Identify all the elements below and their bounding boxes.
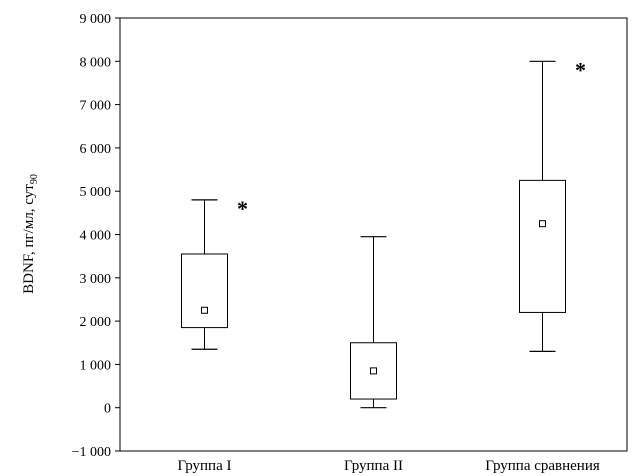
y-axis: −1 000 0 1 000 2 000 3 000 4 000 5 000 6 000 7 0… xyxy=(72,12,120,460)
y-axis-title-text: BDNF, пг/мл, сут xyxy=(21,184,37,294)
y-tick-label: 1 000 xyxy=(80,358,112,373)
y-tick-label: 5 000 xyxy=(80,185,112,200)
boxes: ** xyxy=(181,57,586,409)
box-group xyxy=(350,236,397,409)
y-tick-label: 2 000 xyxy=(80,315,112,330)
y-axis-title: BDNF, пг/мл, сут90 xyxy=(21,174,40,294)
y-tick-label: 9 000 xyxy=(80,12,112,27)
y-axis-title-subscript: 90 xyxy=(29,174,40,184)
median-marker xyxy=(201,306,208,314)
significance-marker: * xyxy=(575,57,586,82)
category-label: Группа I xyxy=(178,458,232,474)
iqr-box xyxy=(181,253,228,329)
y-tick-label: 3 000 xyxy=(80,272,112,287)
iqr-box xyxy=(519,179,566,313)
category-label: Группа сравнения xyxy=(485,458,600,474)
y-tick-label: 0 xyxy=(104,402,111,417)
median-marker xyxy=(370,367,377,375)
y-tick-label: 7 000 xyxy=(80,99,112,114)
category-labels: Группа I Группа II Группа сравнения xyxy=(178,458,600,474)
median-marker xyxy=(539,220,546,228)
significance-marker: * xyxy=(237,196,248,221)
y-tick-label: 8 000 xyxy=(80,55,112,70)
y-tick-label: 6 000 xyxy=(80,142,112,157)
y-tick-label: 4 000 xyxy=(80,229,112,244)
box-group: * xyxy=(519,57,586,353)
box-group: * xyxy=(181,196,248,350)
category-label: Группа II xyxy=(344,458,403,474)
y-tick-label: −1 000 xyxy=(72,445,111,460)
